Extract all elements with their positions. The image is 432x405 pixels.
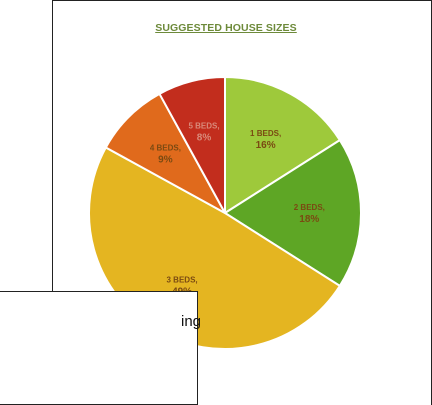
slice-label-5: 5 BEDS,: [188, 121, 219, 130]
slice-percent-2: 18%: [299, 214, 319, 225]
slice-percent-1: 16%: [256, 140, 276, 151]
pie-slice-5: [158, 75, 226, 214]
slice-label-1: 1 BEDS,: [250, 129, 281, 138]
pie-slice-2: [223, 138, 362, 288]
overlapping-text-box: [0, 291, 198, 405]
slice-label-2: 2 BEDS,: [294, 203, 325, 212]
overlapping-text-box-text: ing: [181, 313, 202, 330]
slice-label-4: 4 BEDS,: [150, 143, 181, 152]
chart-title: SUGGESTED HOUSE SIZES: [155, 22, 297, 34]
pie-slice-1: [224, 75, 342, 215]
slice-percent-4: 9%: [158, 154, 173, 165]
slice-percent-5: 8%: [197, 132, 212, 143]
slice-label-3: 3 BEDS,: [167, 276, 198, 285]
